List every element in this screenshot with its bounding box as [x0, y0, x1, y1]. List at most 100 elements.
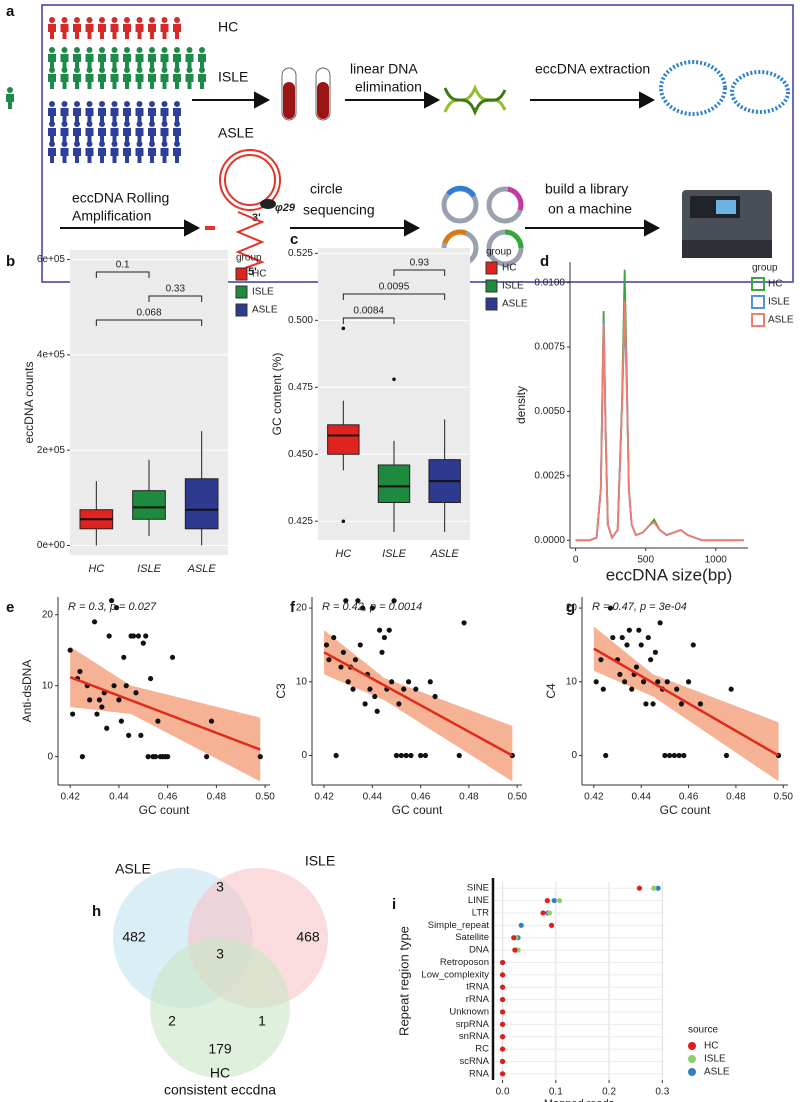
point — [393, 752, 400, 759]
y-tick-label: 2e+05 — [37, 445, 66, 456]
person-head — [149, 121, 155, 127]
person-head — [149, 67, 155, 73]
x-tick-label: 0.2 — [602, 1087, 616, 1098]
person-body — [148, 54, 156, 69]
x-axis-title: GC count — [392, 803, 443, 817]
y-tick-label: 20 — [566, 603, 578, 614]
legend-swatch — [751, 313, 765, 327]
person-head — [61, 101, 68, 107]
point — [111, 683, 117, 689]
dot — [511, 935, 517, 941]
legend-swatch — [751, 277, 765, 291]
person-head — [99, 67, 105, 73]
point — [99, 704, 105, 710]
annotation: R = 0.3, p = 0.027 — [68, 601, 157, 613]
point — [427, 679, 433, 685]
person-body — [135, 128, 144, 143]
point — [401, 686, 407, 692]
legend-swatch — [235, 285, 248, 299]
point — [667, 752, 673, 759]
point — [355, 598, 361, 604]
legend-swatch — [485, 297, 498, 311]
person-body — [173, 128, 181, 143]
point — [418, 752, 424, 759]
point — [357, 642, 363, 648]
box — [377, 464, 411, 503]
person-head — [174, 17, 180, 23]
point — [116, 697, 122, 703]
point — [130, 633, 137, 639]
legend-label: HC — [252, 269, 266, 280]
person-body — [160, 24, 169, 39]
person-head — [161, 67, 168, 73]
person-body — [48, 24, 56, 39]
x-tick-label: ISLE — [137, 563, 162, 575]
point — [113, 605, 120, 611]
rolling-circle — [205, 149, 281, 269]
point — [678, 701, 685, 707]
person-body — [73, 128, 81, 143]
dot — [512, 947, 518, 953]
point — [723, 752, 730, 759]
person-body — [73, 54, 81, 69]
point — [396, 701, 402, 707]
y-tick-label: 0.0000 — [534, 535, 565, 546]
point — [152, 754, 159, 760]
point — [135, 633, 142, 639]
y-tick-label: snRNA — [459, 1031, 490, 1042]
person-body — [48, 128, 56, 143]
point — [367, 686, 373, 692]
y-tick-label: DNA — [469, 945, 490, 956]
person-head — [136, 17, 143, 23]
person-head — [136, 47, 143, 53]
set-label: ISLE — [305, 853, 335, 869]
x-axis-title: Mapped reads — [544, 1098, 615, 1102]
person-head — [99, 141, 105, 147]
legend-swatch — [688, 1042, 696, 1050]
person-body — [123, 24, 131, 39]
y-tick-label: SINE — [467, 883, 489, 894]
outlier — [341, 326, 346, 331]
density-line — [575, 300, 744, 542]
region-count: 179 — [208, 1041, 232, 1057]
person-head — [161, 47, 168, 53]
person-head — [174, 121, 180, 127]
annotation: R = 0.47, p = 3e-04 — [592, 601, 687, 613]
point — [169, 654, 176, 660]
x-tick-label: 0.3 — [655, 1087, 669, 1098]
person-body — [123, 54, 131, 69]
dot — [499, 959, 506, 966]
person-head — [174, 67, 180, 73]
person-head — [49, 141, 55, 147]
point — [610, 634, 616, 641]
point — [413, 686, 419, 692]
y-tick-label: RC — [475, 1044, 489, 1055]
point — [619, 634, 625, 641]
y-tick-label: 0 — [301, 750, 307, 761]
person-head — [174, 47, 180, 53]
point — [662, 752, 668, 759]
legend-label: ISLE — [704, 1054, 726, 1065]
point — [697, 701, 703, 707]
point — [106, 633, 112, 639]
point — [155, 718, 161, 724]
person-body — [60, 148, 69, 163]
point — [360, 605, 366, 611]
legend-label: HC — [768, 279, 782, 290]
person-body — [85, 74, 94, 89]
dot — [655, 885, 661, 891]
person-head — [99, 17, 105, 23]
point — [340, 649, 346, 655]
legend-swatch — [751, 295, 765, 309]
person-head — [124, 17, 130, 23]
person-body — [185, 74, 194, 89]
person-body — [173, 24, 181, 39]
dot — [499, 996, 506, 1003]
point — [138, 732, 144, 738]
x-tick-label: 0.48 — [207, 792, 227, 803]
person-head — [149, 17, 155, 23]
y-tick-label: 10 — [42, 680, 54, 691]
person-body — [110, 24, 119, 39]
person-head — [99, 101, 105, 107]
y-tick-label: 0.0100 — [534, 277, 565, 288]
